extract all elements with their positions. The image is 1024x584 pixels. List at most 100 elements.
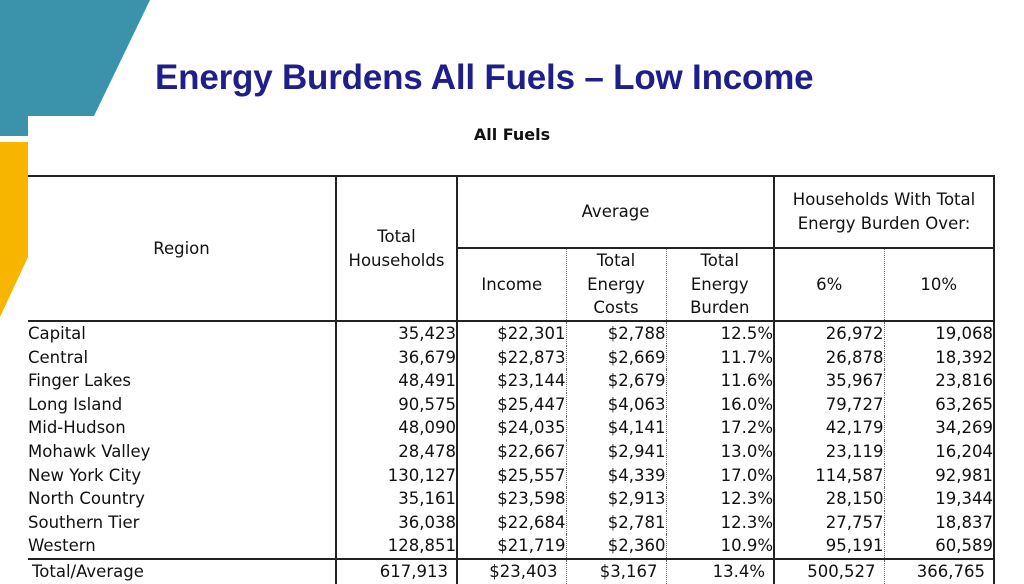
table-title: All Fuels bbox=[473, 125, 551, 144]
cell-over-10-percent: 18,392 bbox=[883, 345, 995, 370]
cell-over-10-percent: 23,816 bbox=[883, 369, 995, 393]
cell-over-6-percent: 35,967 bbox=[773, 369, 884, 393]
cell-over-6-percent: 95,191 bbox=[773, 534, 884, 559]
cell-region: Long Island bbox=[28, 394, 123, 414]
header-region: Region bbox=[28, 175, 336, 322]
cell-total-households: 35,423 bbox=[335, 321, 457, 346]
cell-energy-costs: $4,339 bbox=[565, 463, 666, 488]
cell-region: Finger Lakes bbox=[28, 371, 132, 391]
cell-over-10-percent: 34,269 bbox=[883, 416, 995, 440]
table-row: Finger Lakes 48,491 $23,144 $2,679 11.6% 35,9… bbox=[28, 369, 995, 393]
cell-energy-costs: $4,141 bbox=[565, 416, 666, 440]
cell-region: Mohawk Valley bbox=[28, 441, 151, 461]
table-body: Capital 35,423 $22,301 $2,788 12.5% 26,972 19,… bbox=[28, 321, 995, 584]
table-row: Mohawk Valley 28,478 $22,667 $2,941 13.0% 23,… bbox=[28, 439, 995, 464]
cell-region: New York City bbox=[28, 465, 142, 485]
teal-notch-decoration bbox=[0, 116, 28, 136]
cell-income: $25,557 bbox=[456, 463, 566, 488]
cell-region: Mid-Hudson bbox=[28, 418, 126, 438]
cell-over-6-percent: 26,878 bbox=[773, 345, 884, 370]
table-row: Southern Tier 36,038 $22,684 $2,781 12.3% 27,… bbox=[28, 510, 995, 535]
cell-total-households: 128,851 bbox=[335, 534, 457, 559]
energy-burden-table: Region Total Households Average Househol… bbox=[28, 175, 995, 584]
header-6-percent: 6% bbox=[773, 248, 884, 322]
cell-over-10-percent: 63,265 bbox=[883, 392, 995, 417]
cell-energy-costs: $4,063 bbox=[565, 392, 666, 417]
cell-over-10-percent: 366,765 bbox=[883, 557, 995, 584]
cell-energy-costs: $2,679 bbox=[565, 369, 666, 393]
cell-over-6-percent: 26,972 bbox=[773, 321, 884, 346]
cell-total-households: 48,090 bbox=[335, 416, 457, 440]
cell-over-10-percent: 19,344 bbox=[883, 487, 995, 511]
cell-over-6-percent: 500,527 bbox=[773, 557, 884, 584]
cell-total-households: 48,491 bbox=[335, 369, 457, 393]
table-row: Capital 35,423 $22,301 $2,788 12.5% 26,972 19,… bbox=[28, 321, 995, 346]
cell-energy-costs: $2,941 bbox=[565, 439, 666, 464]
cell-over-10-percent: 92,981 bbox=[883, 463, 995, 488]
header-total-households: Total Households bbox=[335, 175, 457, 322]
cell-income: $22,684 bbox=[456, 510, 566, 535]
teal-corner-decoration bbox=[0, 0, 150, 116]
cell-energy-burden: 17.0% bbox=[665, 463, 774, 488]
cell-over-10-percent: 60,589 bbox=[883, 534, 995, 559]
table-row: Central 36,679 $22,873 $2,669 11.7% 26,878 18,… bbox=[28, 345, 995, 370]
header-total-energy-costs: Total Energy Costs bbox=[565, 248, 666, 322]
cell-income: $23,598 bbox=[456, 487, 566, 511]
cell-energy-burden: 12.3% bbox=[665, 510, 774, 535]
cell-energy-burden: 13.4% bbox=[665, 557, 774, 584]
table-row: New York City 130,127 $25,557 $4,339 17.0% 11… bbox=[28, 463, 995, 488]
table-total-row: Total/Average 617,913 $23,403 $3,167 13.4% 50… bbox=[28, 557, 995, 584]
table-row: Mid-Hudson 48,090 $24,035 $4,141 17.2% 42,179… bbox=[28, 416, 995, 440]
cell-energy-burden: 10.9% bbox=[665, 534, 774, 559]
cell-energy-costs: $2,913 bbox=[565, 487, 666, 511]
cell-region: Southern Tier bbox=[28, 512, 140, 532]
cell-energy-burden: 13.0% bbox=[665, 439, 774, 464]
cell-energy-burden: 11.6% bbox=[665, 369, 774, 393]
cell-energy-burden: 11.7% bbox=[665, 345, 774, 370]
cell-region: Total/Average bbox=[28, 557, 336, 584]
table-row: North Country 35,161 $23,598 $2,913 12.3% 28,… bbox=[28, 487, 995, 511]
cell-income: $24,035 bbox=[456, 416, 566, 440]
cell-income: $22,301 bbox=[456, 321, 566, 346]
cell-total-households: 617,913 bbox=[335, 557, 457, 584]
header-total-energy-burden: Total Energy Burden bbox=[665, 248, 774, 322]
cell-income: $22,873 bbox=[456, 345, 566, 370]
cell-region: Capital bbox=[28, 324, 86, 343]
cell-energy-burden: 17.2% bbox=[665, 416, 774, 440]
cell-energy-costs: $3,167 bbox=[565, 557, 666, 584]
cell-region: Central bbox=[28, 347, 89, 367]
cell-energy-burden: 12.3% bbox=[665, 487, 774, 511]
cell-income: $23,144 bbox=[456, 369, 566, 393]
cell-total-households: 90,575 bbox=[335, 392, 457, 417]
cell-over-10-percent: 18,837 bbox=[883, 510, 995, 535]
table-row: Long Island 90,575 $25,447 $4,063 16.0% 79,72… bbox=[28, 392, 995, 417]
header-10-percent: 10% bbox=[883, 248, 995, 322]
cell-energy-costs: $2,788 bbox=[565, 321, 666, 346]
cell-region: Western bbox=[28, 536, 96, 556]
cell-income: $23,403 bbox=[456, 557, 566, 584]
cell-over-10-percent: 16,204 bbox=[883, 439, 995, 464]
cell-over-6-percent: 23,119 bbox=[773, 439, 884, 464]
cell-total-households: 35,161 bbox=[335, 487, 457, 511]
cell-total-households: 36,038 bbox=[335, 510, 457, 535]
slide-title: Energy Burdens All Fuels – Low Income bbox=[155, 58, 814, 97]
cell-energy-costs: $2,360 bbox=[565, 534, 666, 559]
cell-income: $21,719 bbox=[456, 534, 566, 559]
cell-total-households: 130,127 bbox=[335, 463, 457, 488]
cell-income: $22,667 bbox=[456, 439, 566, 464]
cell-over-6-percent: 114,587 bbox=[773, 463, 884, 488]
cell-over-6-percent: 79,727 bbox=[773, 392, 884, 417]
yellow-side-decoration bbox=[0, 142, 28, 317]
table-row: Western 128,851 $21,719 $2,360 10.9% 95,191 60… bbox=[28, 534, 995, 559]
header-households-over: Households With Total Energy Burden Over… bbox=[773, 175, 995, 249]
cell-income: $25,447 bbox=[456, 392, 566, 417]
cell-region: North Country bbox=[28, 489, 145, 509]
cell-total-households: 36,679 bbox=[335, 345, 457, 370]
cell-over-10-percent: 19,068 bbox=[883, 321, 995, 346]
cell-total-households: 28,478 bbox=[335, 439, 457, 464]
cell-energy-burden: 12.5% bbox=[665, 321, 774, 346]
cell-energy-costs: $2,781 bbox=[565, 510, 666, 535]
cell-over-6-percent: 42,179 bbox=[773, 416, 884, 440]
cell-over-6-percent: 28,150 bbox=[773, 487, 884, 511]
header-average: Average bbox=[456, 175, 774, 249]
